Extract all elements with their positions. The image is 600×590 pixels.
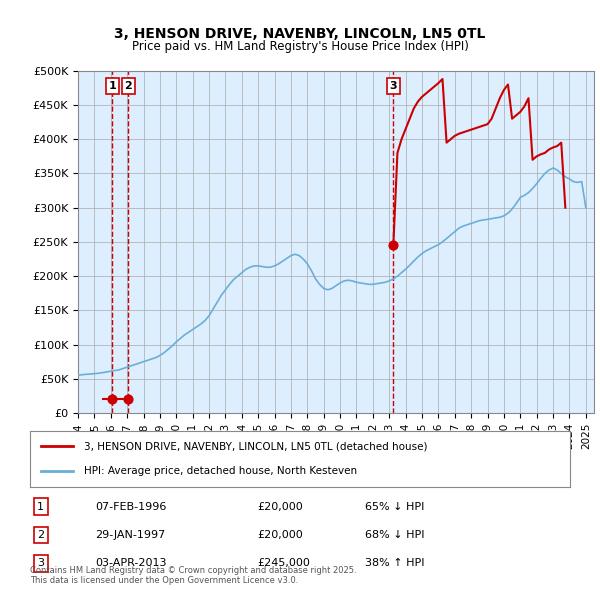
Point <box>107 395 117 404</box>
Text: 1: 1 <box>109 81 116 91</box>
Text: 1: 1 <box>37 502 44 512</box>
Text: 65% ↓ HPI: 65% ↓ HPI <box>365 502 424 512</box>
Point <box>389 241 398 250</box>
Text: 38% ↑ HPI: 38% ↑ HPI <box>365 558 424 568</box>
Text: Contains HM Land Registry data © Crown copyright and database right 2025.
This d: Contains HM Land Registry data © Crown c… <box>30 566 356 585</box>
Point <box>124 395 133 404</box>
Text: £20,000: £20,000 <box>257 530 302 540</box>
Text: £245,000: £245,000 <box>257 558 310 568</box>
Text: £20,000: £20,000 <box>257 502 302 512</box>
Text: 3: 3 <box>389 81 397 91</box>
Text: Price paid vs. HM Land Registry's House Price Index (HPI): Price paid vs. HM Land Registry's House … <box>131 40 469 53</box>
Text: 29-JAN-1997: 29-JAN-1997 <box>95 530 165 540</box>
Text: 3: 3 <box>37 558 44 568</box>
Text: 3, HENSON DRIVE, NAVENBY, LINCOLN, LN5 0TL (detached house): 3, HENSON DRIVE, NAVENBY, LINCOLN, LN5 0… <box>84 441 427 451</box>
Text: 2: 2 <box>37 530 44 540</box>
Text: 3, HENSON DRIVE, NAVENBY, LINCOLN, LN5 0TL: 3, HENSON DRIVE, NAVENBY, LINCOLN, LN5 0… <box>115 27 485 41</box>
Text: HPI: Average price, detached house, North Kesteven: HPI: Average price, detached house, Nort… <box>84 466 357 476</box>
Text: 2: 2 <box>125 81 133 91</box>
Text: 03-APR-2013: 03-APR-2013 <box>95 558 166 568</box>
Text: 68% ↓ HPI: 68% ↓ HPI <box>365 530 424 540</box>
Text: 07-FEB-1996: 07-FEB-1996 <box>95 502 166 512</box>
